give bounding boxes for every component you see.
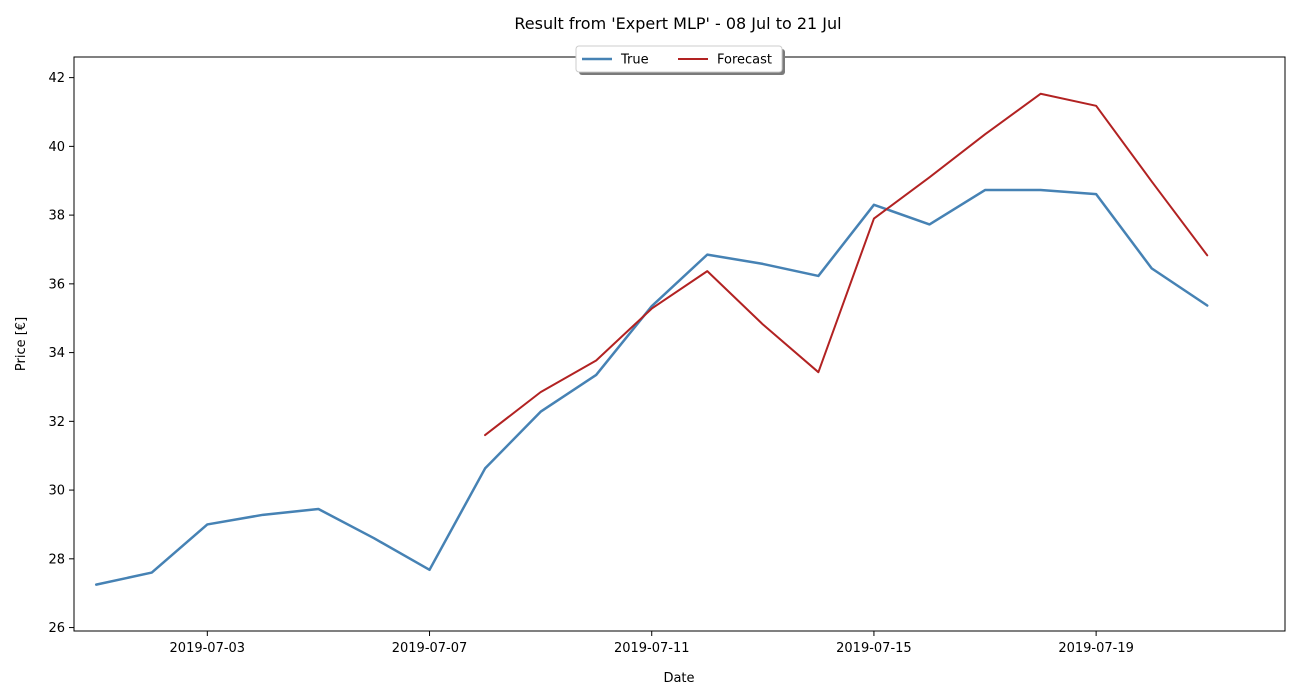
y-tick-label: 32 xyxy=(48,415,65,430)
x-tick-label: 2019-07-03 xyxy=(170,641,246,656)
y-axis: 26 28 30 32 34 36 38 40 42 xyxy=(48,71,74,636)
legend-label-true: True xyxy=(620,53,649,68)
y-tick-label: 26 xyxy=(48,621,65,636)
x-tick-label: 2019-07-07 xyxy=(392,641,468,656)
x-axis-label: Date xyxy=(663,671,694,686)
y-tick-label: 30 xyxy=(48,484,65,499)
y-tick-label: 28 xyxy=(48,552,65,567)
y-tick-label: 38 xyxy=(48,209,65,224)
y-tick-label: 40 xyxy=(48,140,65,155)
x-tick-label: 2019-07-15 xyxy=(836,641,912,656)
legend-label-forecast: Forecast xyxy=(717,53,772,68)
y-axis-label: Price [€] xyxy=(14,317,29,371)
chart-title: Result from 'Expert MLP' - 08 Jul to 21 … xyxy=(514,14,841,33)
y-tick-label: 34 xyxy=(48,346,65,361)
series-line-forecast xyxy=(484,92,1209,437)
x-tick-label: 2019-07-11 xyxy=(614,641,690,656)
legend: True Forecast xyxy=(575,45,785,75)
series-layer xyxy=(94,92,1209,586)
y-tick-label: 36 xyxy=(48,277,65,292)
x-tick-label: 2019-07-19 xyxy=(1058,641,1134,656)
series-line-true xyxy=(94,188,1209,586)
y-tick-label: 42 xyxy=(48,71,65,86)
x-axis: 2019-07-03 2019-07-07 2019-07-11 2019-07-15… xyxy=(170,631,1134,656)
plot-area xyxy=(73,56,1286,632)
